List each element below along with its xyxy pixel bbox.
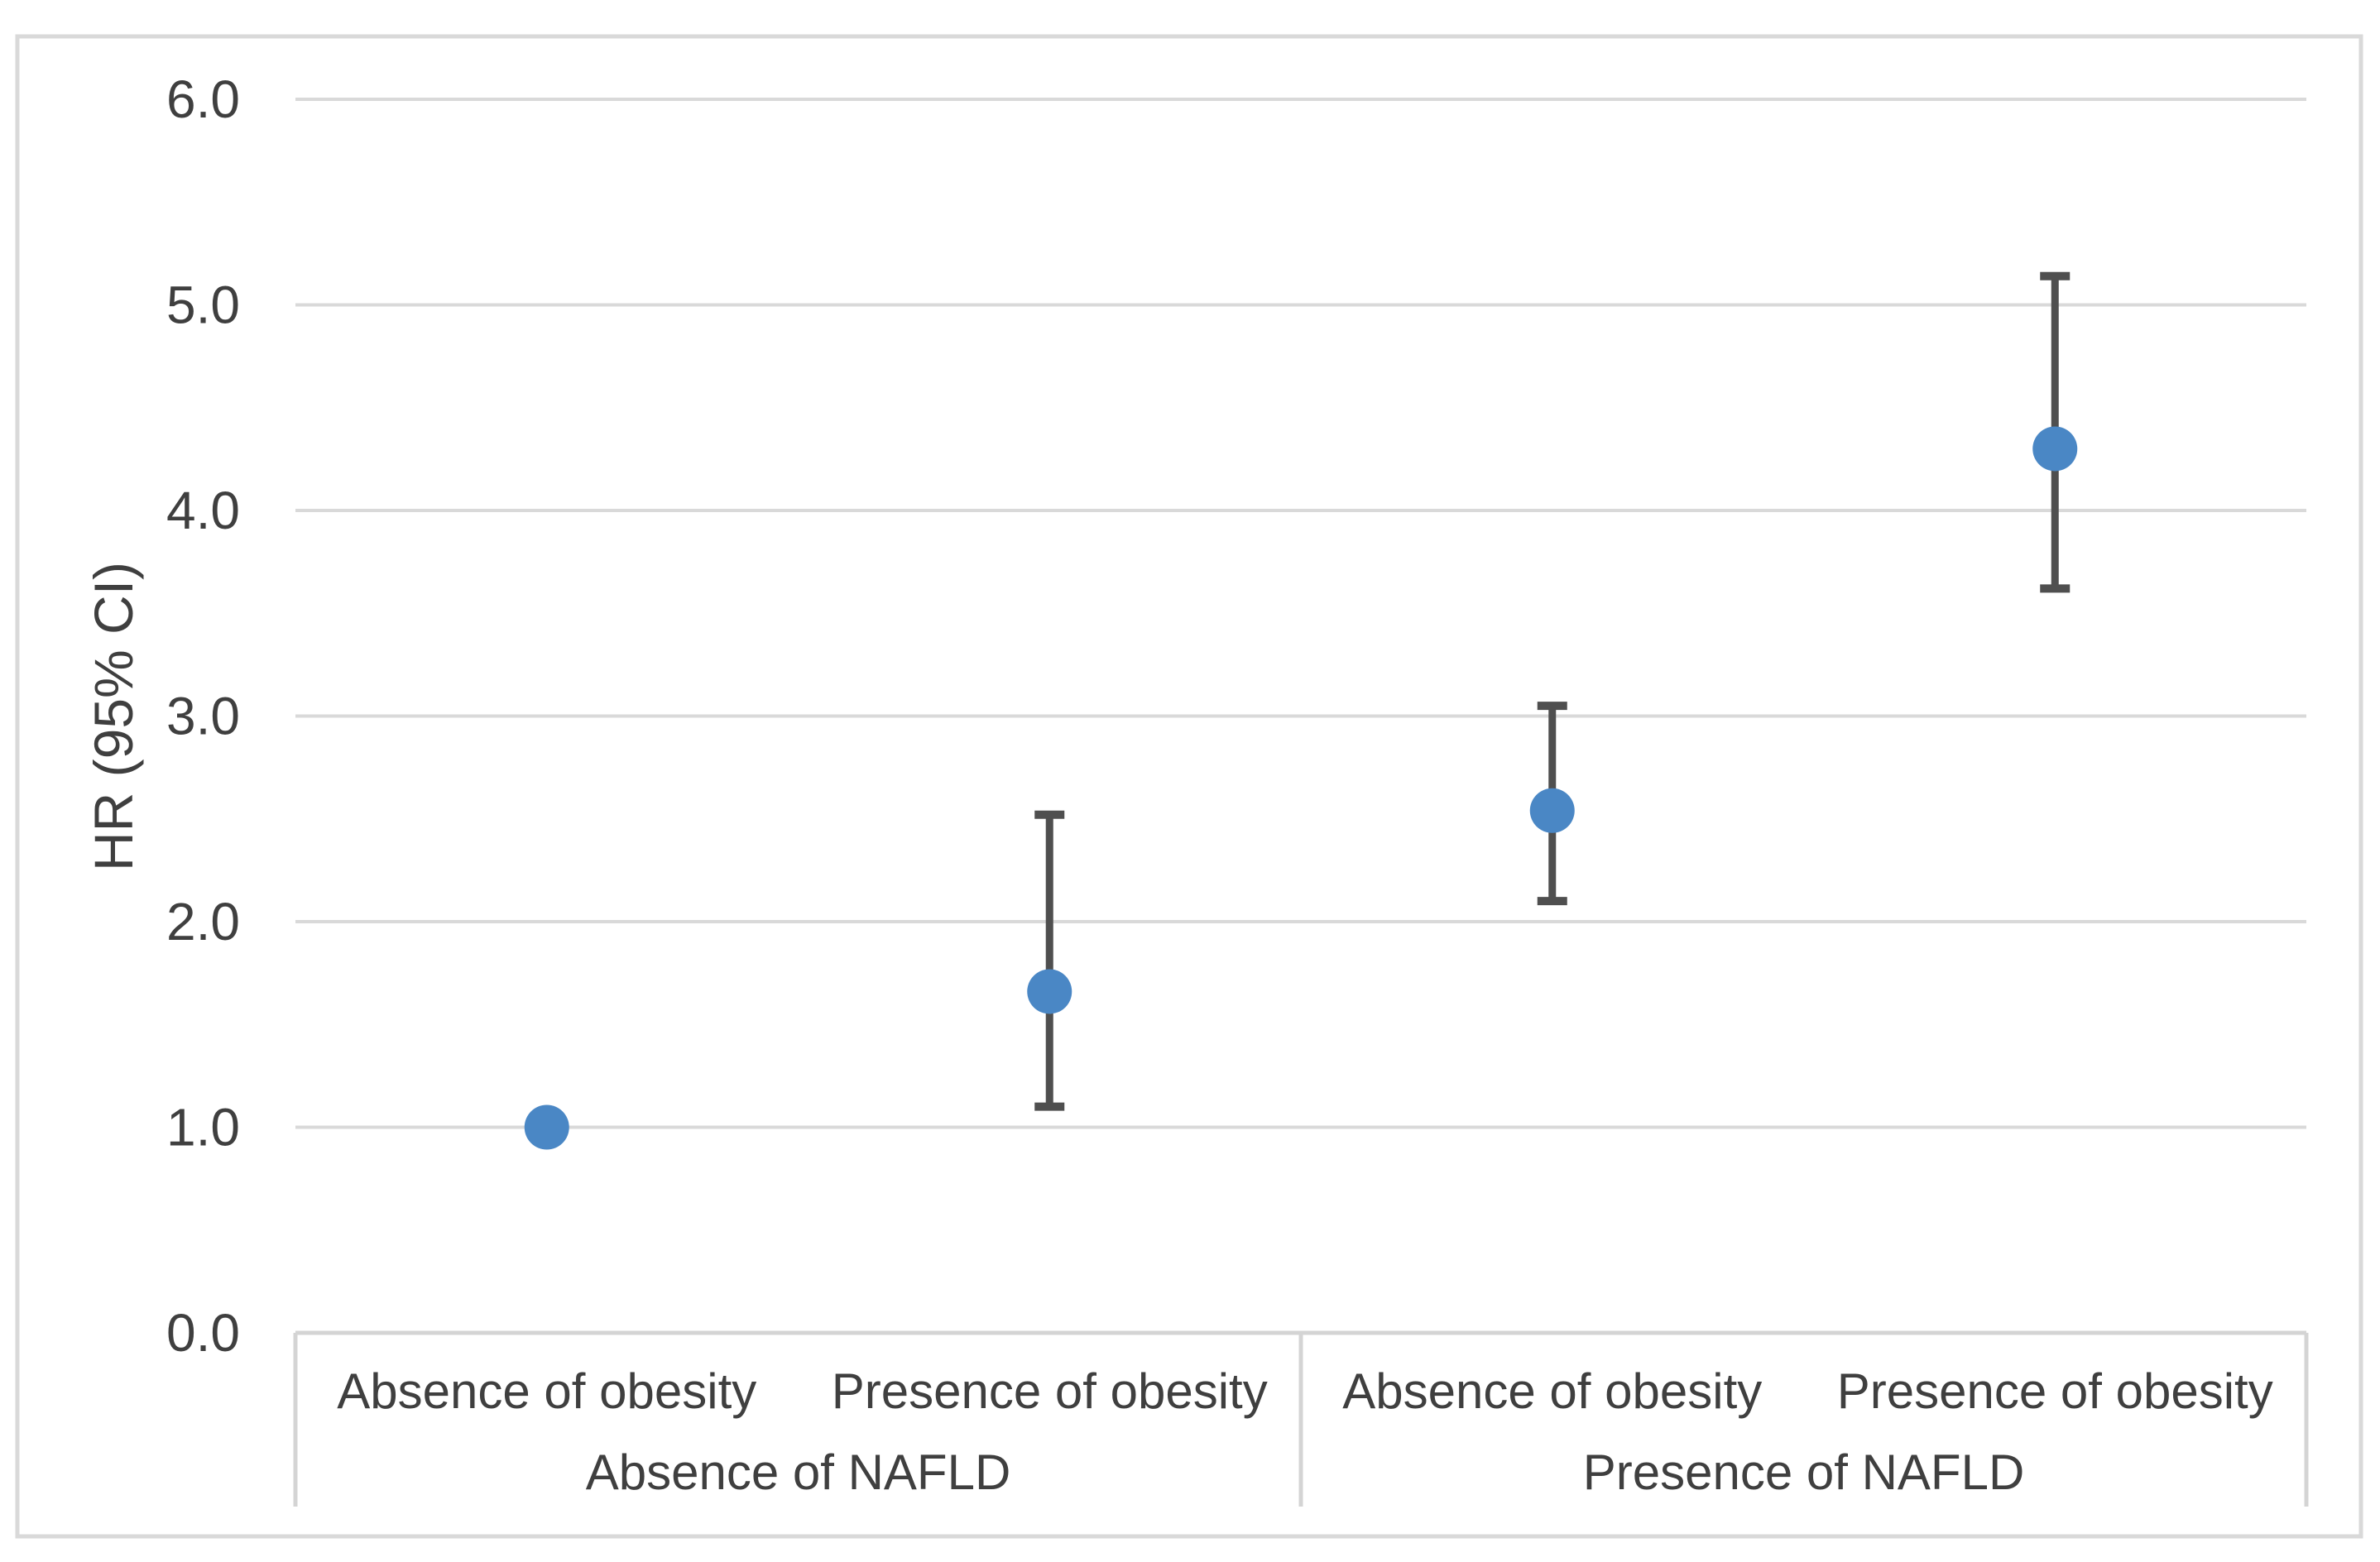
error-bars: [1034, 271, 2071, 1111]
hr-point-marker: [2032, 426, 2078, 472]
y-tick-label: 1.0: [166, 1098, 240, 1157]
y-tick-label: 2.0: [166, 892, 240, 951]
y-tick-label: 4.0: [166, 481, 240, 540]
category-label: Presence of obesity: [832, 1363, 1268, 1419]
figure-border: [15, 34, 2363, 1539]
category-label: Presence of obesity: [1837, 1363, 2273, 1419]
y-tick-label: 3.0: [166, 687, 240, 746]
hr-point-marker: [1529, 788, 1575, 833]
y-tick-label: 0.0: [166, 1303, 240, 1363]
hr-point-marker: [1027, 969, 1072, 1014]
y-axis-tick-labels: 0.0 1.0 2.0 3.0 4.0 5.0 6.0: [166, 69, 240, 1363]
category-axis-table: Absence of obesity Presence of obesity Abs…: [293, 1330, 2309, 1507]
y-tick-label: 5.0: [166, 276, 240, 335]
data-points: [524, 426, 2078, 1150]
y-axis-title: HR (95% CI): [83, 562, 144, 871]
group-label: Absence of NAFLD: [586, 1445, 1011, 1500]
category-label: Absence of obesity: [337, 1363, 756, 1419]
hr-point-marker: [524, 1104, 569, 1150]
category-label: Absence of obesity: [1342, 1363, 1762, 1419]
y-tick-label: 6.0: [166, 69, 240, 129]
group-label: Presence of NAFLD: [1583, 1445, 2025, 1500]
gridlines: [295, 98, 2306, 1129]
